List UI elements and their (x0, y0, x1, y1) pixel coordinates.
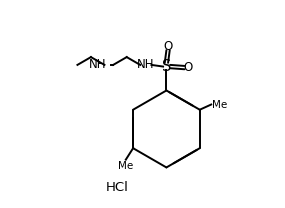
Text: NH: NH (137, 58, 155, 71)
Text: Me: Me (118, 161, 133, 171)
Text: S: S (162, 59, 171, 74)
Text: Me: Me (212, 99, 227, 110)
Text: HCl: HCl (106, 181, 129, 194)
Text: NH: NH (89, 58, 107, 71)
Text: O: O (164, 40, 173, 53)
Text: O: O (184, 61, 193, 74)
